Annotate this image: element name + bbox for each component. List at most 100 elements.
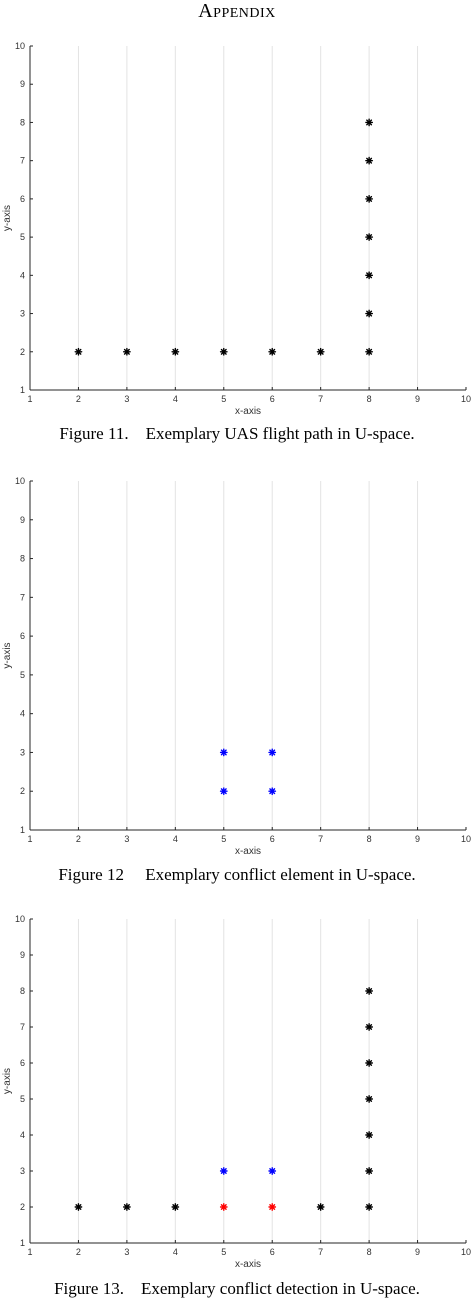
data-point <box>171 1203 180 1211</box>
y-tick-label: 10 <box>15 914 25 924</box>
x-tick-label: 7 <box>318 1247 323 1257</box>
x-tick-label: 6 <box>270 1247 275 1257</box>
y-tick-label: 1 <box>20 1238 25 1248</box>
y-tick-label: 2 <box>20 1202 25 1212</box>
y-tick-label: 5 <box>20 670 25 680</box>
data-point <box>365 1059 374 1067</box>
y-tick-label: 9 <box>20 515 25 525</box>
data-point <box>365 1167 374 1175</box>
y-tick-label: 4 <box>20 709 25 719</box>
data-point <box>74 1203 83 1211</box>
y-axis-title: y-axis <box>2 205 13 231</box>
y-tick-label: 3 <box>20 1166 25 1176</box>
data-point <box>122 347 131 356</box>
figure-11-chart: 1 2 3 4 5 6 7 8 9 10 1 2 3 4 5 6 7 8 9 10 x-axis y-axis <box>2 41 471 417</box>
data-point <box>219 1167 228 1175</box>
data-point <box>365 1023 374 1031</box>
y-tick-label: 4 <box>20 270 25 280</box>
data-point <box>268 748 277 757</box>
data-point <box>219 787 228 796</box>
data-point <box>365 118 374 127</box>
y-tick-label: 1 <box>20 385 25 395</box>
y-tick-label: 7 <box>20 1022 25 1032</box>
y-axis-title: y-axis <box>2 1068 13 1094</box>
x-axis-title: x-axis <box>235 846 261 857</box>
data-point <box>74 347 83 356</box>
x-tick-label: 9 <box>415 1247 420 1257</box>
y-tick-label: 1 <box>20 825 25 835</box>
y-tick-label: 4 <box>20 1130 25 1140</box>
x-axis-title: x-axis <box>235 406 261 417</box>
data-point <box>171 347 180 356</box>
x-tick-label: 3 <box>124 834 129 844</box>
x-tick-label: 5 <box>221 834 226 844</box>
x-axis-title: x-axis <box>235 1259 261 1270</box>
data-point <box>365 1203 374 1211</box>
x-tick-label: 1 <box>27 834 32 844</box>
y-tick-label: 10 <box>15 476 25 486</box>
data-point <box>268 787 277 796</box>
data-point <box>219 1203 228 1211</box>
figure-12-caption: Figure 12 Exemplary conflict element in … <box>58 865 416 884</box>
y-tick-label: 7 <box>20 592 25 602</box>
x-tick-label: 5 <box>221 394 226 404</box>
y-tick-label: 6 <box>20 1058 25 1068</box>
x-tick-label: 4 <box>173 1247 178 1257</box>
x-tick-label: 10 <box>461 834 471 844</box>
data-point <box>365 271 374 280</box>
y-tick-label: 8 <box>20 986 25 996</box>
y-tick-label: 10 <box>15 41 25 51</box>
y-axis-title: y-axis <box>2 642 13 668</box>
figure-12-chart: 1 2 3 4 5 6 7 8 9 10 1 2 3 4 5 6 7 8 9 10 x-axis y-axis <box>2 476 471 857</box>
data-point <box>268 1167 277 1175</box>
y-tick-label: 2 <box>20 786 25 796</box>
data-point <box>316 1203 325 1211</box>
x-tick-label: 10 <box>461 1247 471 1257</box>
x-tick-label: 10 <box>461 394 471 404</box>
data-point <box>365 309 374 318</box>
x-tick-label: 1 <box>27 394 32 404</box>
x-tick-label: 4 <box>173 394 178 404</box>
data-point <box>365 347 374 356</box>
y-tick-label: 5 <box>20 1094 25 1104</box>
figure-11-caption: Figure 11. Exemplary UAS flight path in … <box>59 424 415 443</box>
y-tick-label: 2 <box>20 347 25 357</box>
data-point <box>365 987 374 995</box>
data-point <box>365 233 374 242</box>
data-point <box>365 194 374 203</box>
x-tick-label: 4 <box>173 834 178 844</box>
y-tick-label: 6 <box>20 194 25 204</box>
y-tick-label: 7 <box>20 156 25 166</box>
data-point <box>219 748 228 757</box>
figure-13-chart: 1 2 3 4 5 6 7 8 9 10 1 2 3 4 5 6 7 8 9 10 x-axis y-axis <box>2 914 471 1270</box>
x-tick-label: 8 <box>367 394 372 404</box>
x-tick-label: 9 <box>415 834 420 844</box>
data-point <box>316 347 325 356</box>
x-tick-label: 2 <box>76 1247 81 1257</box>
x-tick-label: 2 <box>76 394 81 404</box>
data-point <box>122 1203 131 1211</box>
data-point <box>365 1131 374 1139</box>
x-tick-label: 6 <box>270 394 275 404</box>
x-tick-label: 3 <box>124 1247 129 1257</box>
x-tick-label: 1 <box>27 1247 32 1257</box>
y-tick-label: 8 <box>20 554 25 564</box>
x-tick-label: 8 <box>367 834 372 844</box>
y-tick-label: 9 <box>20 950 25 960</box>
figure-13-caption: Figure 13. Exemplary conflict detection … <box>54 1279 420 1298</box>
y-tick-label: 8 <box>20 117 25 127</box>
x-tick-label: 3 <box>124 394 129 404</box>
x-tick-label: 6 <box>270 834 275 844</box>
y-tick-label: 5 <box>20 232 25 242</box>
data-point <box>365 156 374 165</box>
x-tick-label: 8 <box>367 1247 372 1257</box>
x-tick-label: 2 <box>76 834 81 844</box>
data-point <box>268 1203 277 1211</box>
appendix-heading: Appendix <box>198 0 276 22</box>
x-tick-label: 5 <box>221 1247 226 1257</box>
data-point <box>268 347 277 356</box>
data-point <box>219 347 228 356</box>
x-tick-label: 7 <box>318 394 323 404</box>
y-tick-label: 3 <box>20 309 25 319</box>
x-tick-label: 7 <box>318 834 323 844</box>
